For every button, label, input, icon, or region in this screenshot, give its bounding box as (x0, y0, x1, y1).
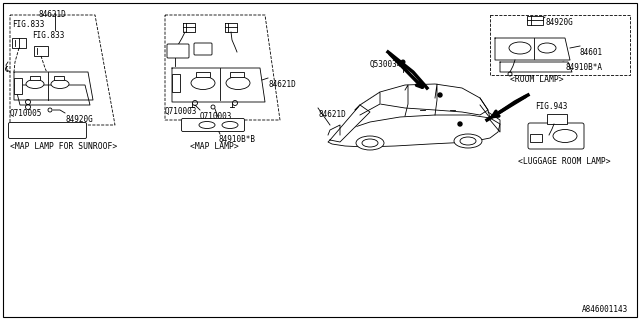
Text: <LUGGAGE ROOM LAMP>: <LUGGAGE ROOM LAMP> (518, 157, 611, 166)
Bar (54, 76, 64, 80)
FancyBboxPatch shape (528, 123, 584, 149)
FancyBboxPatch shape (182, 118, 244, 132)
Polygon shape (360, 92, 380, 115)
Ellipse shape (222, 122, 238, 129)
Ellipse shape (509, 42, 531, 54)
Polygon shape (330, 105, 370, 142)
Ellipse shape (460, 137, 476, 145)
Text: 92153: 92153 (55, 123, 78, 132)
Text: <MAP LAMP FOR SUNROOF>: <MAP LAMP FOR SUNROOF> (10, 142, 117, 151)
Bar (230, 72, 244, 77)
Text: 84601: 84601 (580, 48, 603, 57)
Text: FIG.833: FIG.833 (32, 31, 65, 40)
Bar (172, 74, 180, 92)
Circle shape (438, 93, 442, 97)
Ellipse shape (226, 76, 250, 90)
Ellipse shape (362, 139, 378, 147)
Circle shape (458, 122, 462, 126)
Text: Q710003: Q710003 (165, 107, 197, 116)
Text: FIG.943: FIG.943 (535, 102, 568, 111)
Text: <MAP LAMP>: <MAP LAMP> (190, 142, 239, 151)
Text: 84910B*B: 84910B*B (218, 135, 255, 144)
Polygon shape (15, 85, 90, 105)
Bar (196, 72, 210, 77)
Polygon shape (14, 72, 93, 100)
Text: 84920G: 84920G (65, 115, 93, 124)
FancyBboxPatch shape (34, 46, 48, 56)
Polygon shape (328, 115, 500, 147)
Ellipse shape (553, 130, 577, 142)
Text: Q530034: Q530034 (370, 60, 403, 69)
Text: Q710003: Q710003 (200, 112, 232, 121)
Text: Q710005: Q710005 (10, 109, 42, 118)
Text: FIG.833: FIG.833 (12, 20, 44, 29)
Ellipse shape (454, 134, 482, 148)
Ellipse shape (538, 43, 556, 53)
Bar (14, 78, 22, 94)
FancyBboxPatch shape (8, 123, 86, 139)
Ellipse shape (356, 136, 384, 150)
Text: 84920G: 84920G (545, 18, 573, 27)
Polygon shape (172, 68, 265, 102)
Bar (527, 16, 543, 25)
Polygon shape (355, 84, 488, 115)
Circle shape (401, 60, 405, 64)
Bar (30, 76, 40, 80)
Text: 84910B*A: 84910B*A (565, 63, 602, 72)
FancyBboxPatch shape (194, 43, 212, 55)
Text: <ROOM LAMP>: <ROOM LAMP> (510, 75, 564, 84)
Ellipse shape (26, 79, 44, 89)
Text: 84920G: 84920G (200, 119, 228, 128)
Text: 84621D: 84621D (268, 80, 296, 89)
Polygon shape (500, 62, 572, 72)
Text: 84621D: 84621D (38, 10, 66, 19)
Bar (530, 134, 542, 142)
FancyBboxPatch shape (167, 44, 189, 58)
Text: 84621D: 84621D (318, 110, 346, 119)
FancyBboxPatch shape (12, 38, 26, 48)
Ellipse shape (191, 76, 215, 90)
Polygon shape (495, 38, 570, 60)
Bar (547, 114, 567, 124)
Ellipse shape (199, 122, 215, 129)
Ellipse shape (51, 79, 69, 89)
Text: A846001143: A846001143 (582, 305, 628, 314)
